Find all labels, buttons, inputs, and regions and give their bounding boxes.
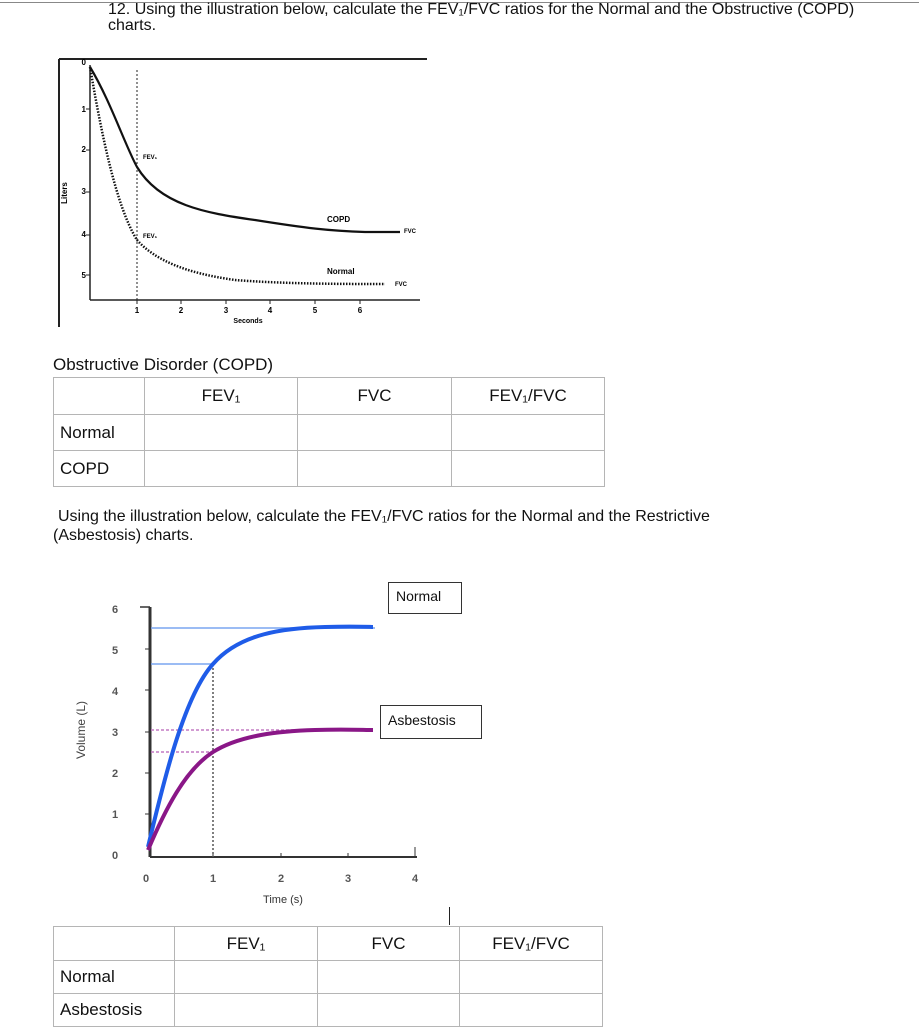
normal-series-label: Normal [327, 267, 355, 276]
copd-x-tick-4: 4 [268, 306, 273, 315]
table2-header-ratio: FEV₁/FVC [459, 926, 603, 961]
table2-header-fev1: FEV₁ [174, 926, 318, 961]
copd-y-tick-3: 3 [82, 187, 87, 196]
asb-x-tick-1: 1 [210, 873, 216, 885]
table1-corner-cell [53, 377, 145, 415]
table2-header-fvc: FVC [317, 926, 460, 961]
asb-x-tick-4: 4 [412, 873, 419, 885]
normal-fev1-label: FEV₁ [143, 234, 158, 240]
table1-normal-ratio-cell[interactable] [451, 414, 605, 451]
copd-y-tick-4: 4 [82, 230, 87, 239]
copd-x-tick-2: 2 [179, 306, 184, 315]
copd-spirometry-chart: Liters 0 1 2 3 4 5 1 2 3 4 5 6 Seconds F… [58, 58, 427, 327]
copd-y-tick-5: 5 [82, 271, 87, 280]
asb-y-tick-3: 3 [112, 727, 118, 739]
copd-fvc-label: FVC [404, 229, 417, 235]
question-2-line2: (Asbestosis) charts. [53, 527, 194, 544]
asb-y-axis-label: Volume (L) [74, 701, 88, 759]
asb-x-tick-0: 0 [143, 873, 149, 885]
table2-asbestosis-fev1-cell[interactable] [174, 993, 318, 1027]
table1-row-label-copd: COPD [53, 450, 145, 487]
table1-header-fev1: FEV₁ [144, 377, 298, 415]
copd-y-tick-2: 2 [82, 145, 87, 154]
question-2-line1: Using the illustration below, calculate … [58, 508, 710, 525]
table1-normal-fvc-cell[interactable] [297, 414, 452, 451]
page-top-rule [0, 2, 919, 3]
asb-y-tick-0: 0 [112, 850, 118, 862]
table1-copd-fvc-cell[interactable] [297, 450, 452, 487]
copd-x-tick-3: 3 [224, 306, 229, 315]
table2-row-label-asbestosis: Asbestosis [53, 993, 175, 1027]
question-12-line2: charts. [108, 17, 157, 34]
copd-x-axis-label: Seconds [233, 318, 262, 325]
copd-ratio-table: FEV₁ FVC FEV₁/FVC Normal COPD [53, 377, 605, 487]
normal-legend-box: Normal [388, 582, 462, 614]
table2-asbestosis-ratio-cell[interactable] [459, 993, 603, 1027]
asbestosis-spirometry-chart: Volume (L) 6 5 4 3 2 1 0 0 1 2 3 4 Time … [74, 604, 419, 906]
table1-copd-ratio-cell[interactable] [451, 450, 605, 487]
copd-fev1-label: FEV₁ [143, 155, 158, 161]
asb-y-tick-2: 2 [112, 768, 118, 780]
normal-curve [146, 624, 374, 848]
table2-normal-fev1-cell[interactable] [174, 960, 318, 994]
asbestosis-legend-box: Asbestosis [380, 705, 482, 739]
copd-y-axis-label: Liters [60, 182, 69, 204]
copd-series-label: COPD [327, 215, 350, 224]
asb-y-tick-6: 6 [112, 604, 118, 616]
asb-y-tick-1: 1 [112, 809, 118, 821]
asb-x-tick-2: 2 [278, 873, 284, 885]
table2-corner-cell [53, 926, 175, 961]
table2-row-label-normal: Normal [53, 960, 175, 994]
asb-x-tick-3: 3 [345, 873, 351, 885]
copd-x-tick-6: 6 [358, 306, 363, 315]
asb-y-tick-4: 4 [112, 686, 119, 698]
table1-header-fvc: FVC [297, 377, 452, 415]
normal-fvc-label: FVC [395, 282, 408, 288]
copd-y-tick-1: 1 [82, 105, 87, 114]
question-12-line1: 12. Using the illustration below, calcul… [108, 1, 855, 18]
table1-copd-fev1-cell[interactable] [144, 450, 298, 487]
copd-y-tick-0: 0 [82, 58, 87, 67]
table2-normal-ratio-cell[interactable] [459, 960, 603, 994]
asb-y-tick-5: 5 [112, 645, 118, 657]
copd-curve [89, 66, 400, 234]
table2-asbestosis-fvc-cell[interactable] [317, 993, 460, 1027]
table1-row-label-normal: Normal [53, 414, 145, 451]
normal-curve [88, 66, 386, 286]
table2-normal-fvc-cell[interactable] [317, 960, 460, 994]
asbestosis-ratio-table: FEV₁ FVC FEV₁/FVC Normal Asbestosis [53, 926, 603, 1027]
copd-x-tick-5: 5 [313, 306, 318, 315]
table1-header-ratio: FEV₁/FVC [451, 377, 605, 415]
asb-x-axis-label: Time (s) [263, 894, 303, 906]
asbestosis-curve [146, 727, 374, 851]
copd-x-tick-1: 1 [135, 306, 140, 315]
table1-normal-fev1-cell[interactable] [144, 414, 298, 451]
table1-title: Obstructive Disorder (COPD) [53, 355, 274, 374]
text-cursor [449, 907, 450, 925]
